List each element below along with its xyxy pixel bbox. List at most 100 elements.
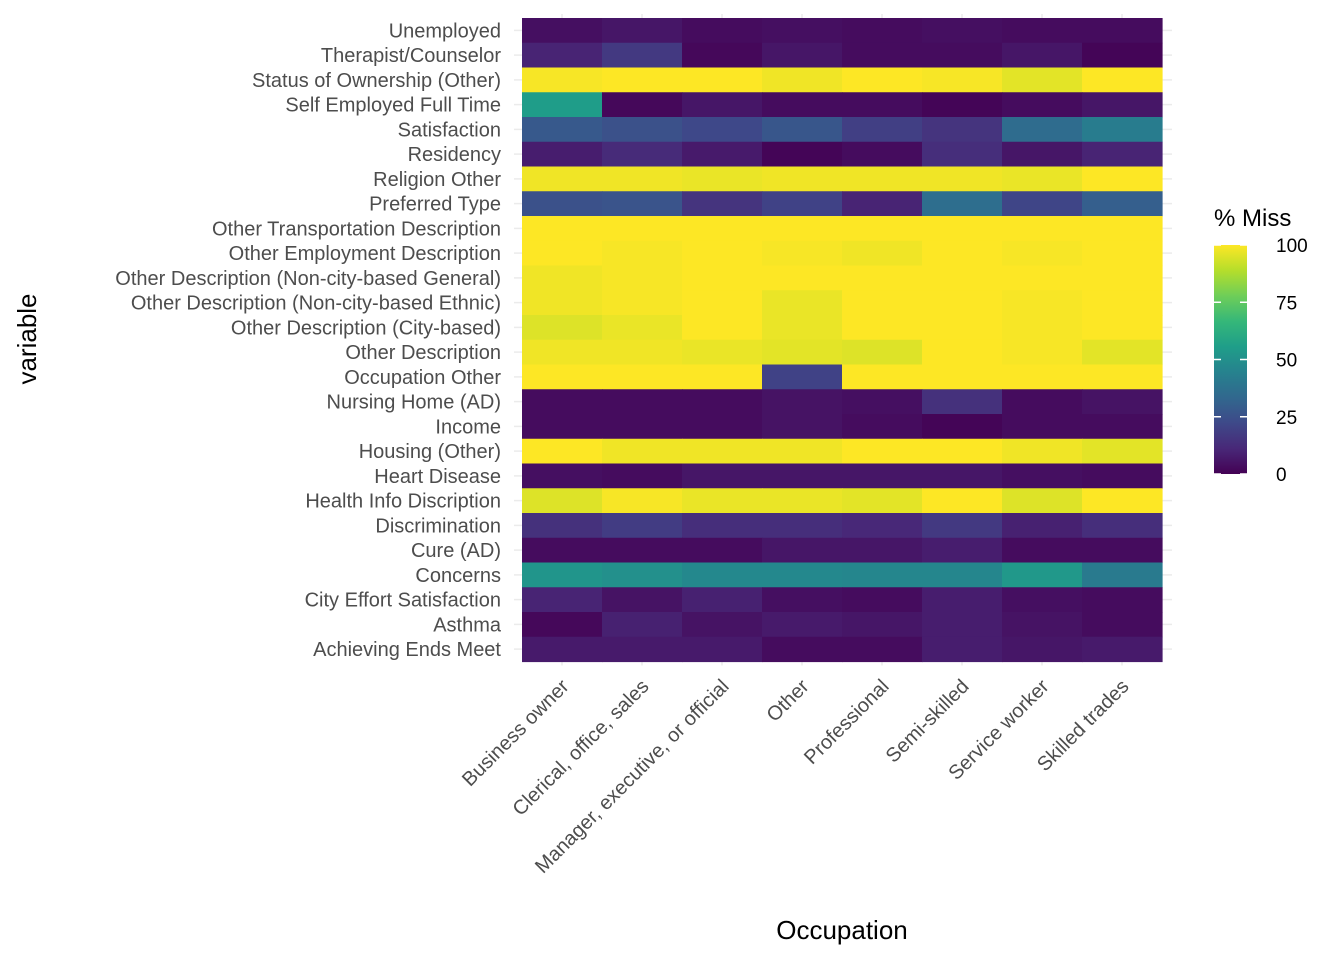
heatmap-cell [842, 67, 923, 93]
heatmap-cell [762, 166, 843, 192]
heatmap-cell [682, 612, 763, 638]
y-axis-title: variable [12, 293, 42, 384]
heatmap-cell [1082, 587, 1163, 613]
heatmap-cell [922, 562, 1003, 588]
heatmap-cell [922, 463, 1003, 489]
heatmap-cell [842, 562, 923, 588]
y-tick-occupation-other: Occupation Other [344, 367, 501, 389]
heatmap-cell [1082, 438, 1163, 465]
heatmap-cell [522, 191, 603, 217]
heatmap-cell [842, 463, 923, 489]
heatmap-cell [1082, 141, 1163, 168]
heatmap-cell [1002, 265, 1083, 291]
heatmap-cell [602, 265, 683, 291]
heatmap-cell [1082, 463, 1163, 489]
heatmap-cell [1002, 463, 1083, 489]
heatmap-cell [842, 290, 923, 316]
heatmap-cell [522, 315, 603, 341]
heatmap-cell [522, 587, 603, 613]
heatmap-cell [922, 191, 1003, 217]
heatmap-cell [682, 290, 763, 316]
heatmap-cell [682, 562, 763, 588]
heatmap-cell [1002, 414, 1083, 440]
color-legend: % Miss 0 25 50 75 100 [1214, 205, 1308, 486]
heatmap-cell [682, 587, 763, 613]
heatmap-cell [602, 92, 683, 118]
heatmap-cell [922, 339, 1003, 366]
heatmap-cell [522, 339, 603, 366]
heatmap-cell [842, 141, 923, 168]
heatmap-cell [682, 438, 763, 465]
heatmap-cell [1082, 67, 1163, 93]
heatmap-cell [1002, 389, 1083, 415]
heatmap-cell [1082, 42, 1163, 69]
heatmap-cell [922, 438, 1003, 465]
heatmap-cell [842, 636, 923, 663]
heatmap-cell [602, 587, 683, 613]
heatmap-cell [522, 18, 603, 44]
heatmap-cell [1082, 166, 1163, 192]
heatmap-cell [602, 438, 683, 465]
heatmap-cell [922, 612, 1003, 638]
heatmap-cell [762, 414, 843, 440]
legend-tick-label: 75 [1276, 293, 1297, 314]
heatmap-cell [522, 562, 603, 588]
heatmap-cell [1082, 562, 1163, 588]
heatmap-cell [1002, 240, 1083, 267]
y-tick-other-description: Other Description [345, 342, 501, 364]
heatmap-cell [762, 612, 843, 638]
heatmap-cell [1082, 364, 1163, 390]
heatmap-cell [842, 117, 923, 143]
heatmap-cell [1082, 117, 1163, 143]
y-axis-ticks: Unemployed Therapist/Counselor Status of O… [115, 20, 502, 661]
heatmap-cell [762, 67, 843, 93]
y-tick-heart-disease: Heart Disease [374, 466, 501, 488]
heatmap-cell [602, 117, 683, 143]
heatmap-cell [1082, 612, 1163, 638]
heatmap-cell [682, 117, 763, 143]
heatmap-cell [842, 364, 923, 390]
heatmap-cell [1082, 488, 1163, 514]
heatmap-cell [842, 216, 923, 242]
heatmap-cell [922, 265, 1003, 291]
y-tick-other-employment-description: Other Employment Description [229, 243, 501, 265]
legend-tick-label: 0 [1276, 465, 1287, 486]
y-tick-income: Income [435, 416, 501, 438]
heatmap-cell [1002, 216, 1083, 242]
heatmap-cell [762, 339, 843, 366]
heatmap-cell [762, 438, 843, 465]
heatmap-cell [1002, 488, 1083, 514]
heatmap-cell [682, 191, 763, 217]
y-tick-religion-other: Religion Other [373, 169, 501, 191]
heatmap-cell [1002, 636, 1083, 663]
heatmap-cell [522, 117, 603, 143]
heatmap-cell [922, 18, 1003, 44]
heatmap-cell [842, 438, 923, 465]
heatmap-cell [762, 265, 843, 291]
y-tick-cure-ad: Cure (AD) [411, 540, 501, 562]
heatmap-cell [682, 141, 763, 168]
heatmap-cell [922, 315, 1003, 341]
heatmap-cell [842, 537, 923, 564]
legend-title: % Miss [1214, 205, 1291, 232]
heatmap-cell [1002, 191, 1083, 217]
heatmap-cell [522, 612, 603, 638]
heatmap-cell [602, 216, 683, 242]
heatmap-cell [842, 42, 923, 69]
heatmap-cell [842, 18, 923, 44]
heatmap-cell [762, 191, 843, 217]
heatmap-cell [522, 488, 603, 514]
heatmap-cell [1082, 216, 1163, 242]
y-tick-other-description-city-based: Other Description (City-based) [231, 317, 501, 339]
heatmap-cell [522, 513, 603, 539]
heatmap-cell [602, 463, 683, 489]
heatmap-cell [602, 339, 683, 366]
heatmap-cell [842, 240, 923, 267]
y-tick-residency: Residency [408, 144, 501, 166]
heatmap-cell [842, 488, 923, 514]
heatmap-cell [762, 117, 843, 143]
heatmap-cell [602, 612, 683, 638]
heatmap-cell [1002, 290, 1083, 316]
heatmap-cell [762, 562, 843, 588]
